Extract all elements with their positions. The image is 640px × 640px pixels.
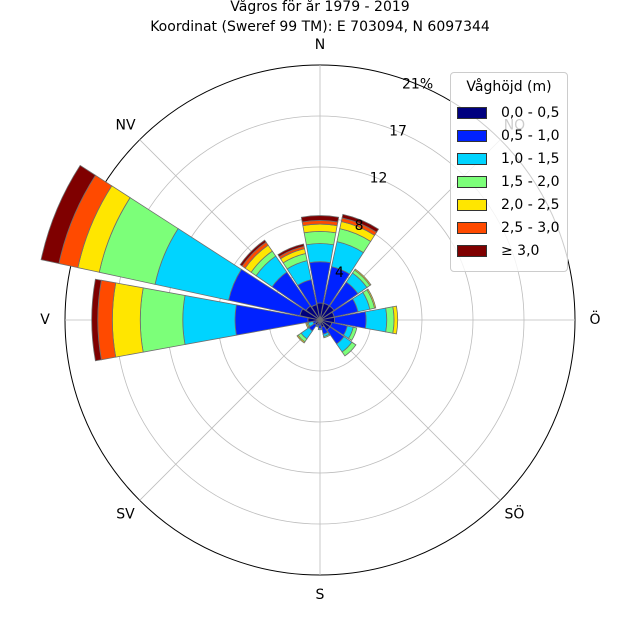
compass-label: SV — [116, 506, 135, 522]
bar-segment-N-bin2 — [305, 243, 335, 264]
legend-title: Våghöjd (m) — [466, 79, 552, 95]
legend-swatch — [457, 107, 487, 119]
legend-swatch — [457, 153, 487, 165]
legend-item: ≥ 3,0 — [457, 243, 539, 259]
bar-segment-Ö-bin4 — [392, 305, 399, 335]
bar-segment-SV-bin4 — [296, 334, 306, 344]
radial-tick-label: 17 — [389, 124, 407, 140]
radial-tick-label: 8 — [355, 218, 364, 234]
legend-label: 0,5 - 1,0 — [501, 128, 560, 144]
bar-segment-ONO-bin4 — [366, 288, 377, 309]
radial-tick-label: 12 — [370, 171, 388, 187]
compass-label: V — [40, 312, 50, 328]
legend-swatch — [457, 130, 487, 142]
grid-spoke — [139, 319, 321, 501]
bar-segment-OSO-bin3 — [348, 326, 358, 341]
legend-item: 0,5 - 1,0 — [457, 128, 559, 144]
bars-layer — [40, 164, 399, 362]
bar-segment-Ö-bin2 — [364, 307, 388, 333]
legend-label: 2,0 - 2,5 — [501, 197, 560, 213]
legend-label: 0,0 - 0,5 — [501, 105, 560, 121]
compass-label: S — [316, 587, 325, 603]
radial-tick-labels: 4 8 12 17 21% — [335, 76, 433, 280]
legend-label: ≥ 3,0 — [501, 243, 540, 259]
bar-segment-NNO-bin6 — [341, 213, 380, 233]
compass-label: NV — [116, 118, 136, 134]
bar-segment-VSV-bin4 — [305, 322, 310, 329]
legend-item: 0,0 - 0,5 — [457, 105, 559, 121]
bar-segment-NO-bin4 — [354, 268, 372, 286]
compass-label: Ö — [589, 310, 600, 328]
legend-item: 2,5 - 3,0 — [457, 220, 559, 236]
bar-segment-N-bin6 — [300, 215, 340, 223]
radial-tick-label: 4 — [335, 265, 344, 281]
radial-tick-label: 21% — [402, 76, 433, 92]
legend-item: 1,0 - 1,5 — [457, 151, 559, 167]
bar-segment-N-bin4 — [302, 223, 338, 234]
bar-segment-V-bin6 — [91, 278, 102, 362]
bar-segment-V-bin2 — [182, 295, 237, 345]
bar-segment-Ö-bin3 — [385, 306, 395, 334]
bar-segment-V-bin3 — [139, 287, 186, 353]
compass-label: N — [315, 37, 325, 53]
bar-segment-SÖ-bin3 — [341, 341, 357, 357]
legend-label: 1,0 - 1,5 — [501, 151, 560, 167]
legend-swatch — [457, 176, 487, 188]
chart-title: Vågros för år 1979 - 2019 — [230, 0, 410, 15]
compass-label: SÖ — [505, 504, 525, 522]
bar-segment-SSO-bin3 — [323, 333, 331, 339]
chart-subtitle: Koordinat (Sweref 99 TM): E 703094, N 60… — [150, 19, 490, 35]
legend-label: 2,5 - 3,0 — [501, 220, 560, 236]
bar-segment-V-bin4 — [112, 282, 144, 358]
bar-segment-N-bin3 — [303, 231, 337, 246]
bar-segment-VNV-bin6 — [40, 164, 97, 265]
legend-item: 1,5 - 2,0 — [457, 174, 559, 190]
legend: Våghöjd (m) 0,0 - 0,5 0,5 - 1,0 1,0 - 1,… — [450, 72, 568, 272]
legend-swatch — [457, 245, 487, 257]
bar-segment-NNV-bin6 — [277, 243, 305, 258]
bar-segment-NV-bin6 — [239, 239, 267, 267]
bar-segment-S-bin2 — [317, 327, 323, 331]
legend-swatch — [457, 199, 487, 211]
legend-label: 1,5 - 2,0 — [501, 174, 560, 190]
legend-item: 2,0 - 2,5 — [457, 197, 559, 213]
legend-swatch — [457, 222, 487, 234]
